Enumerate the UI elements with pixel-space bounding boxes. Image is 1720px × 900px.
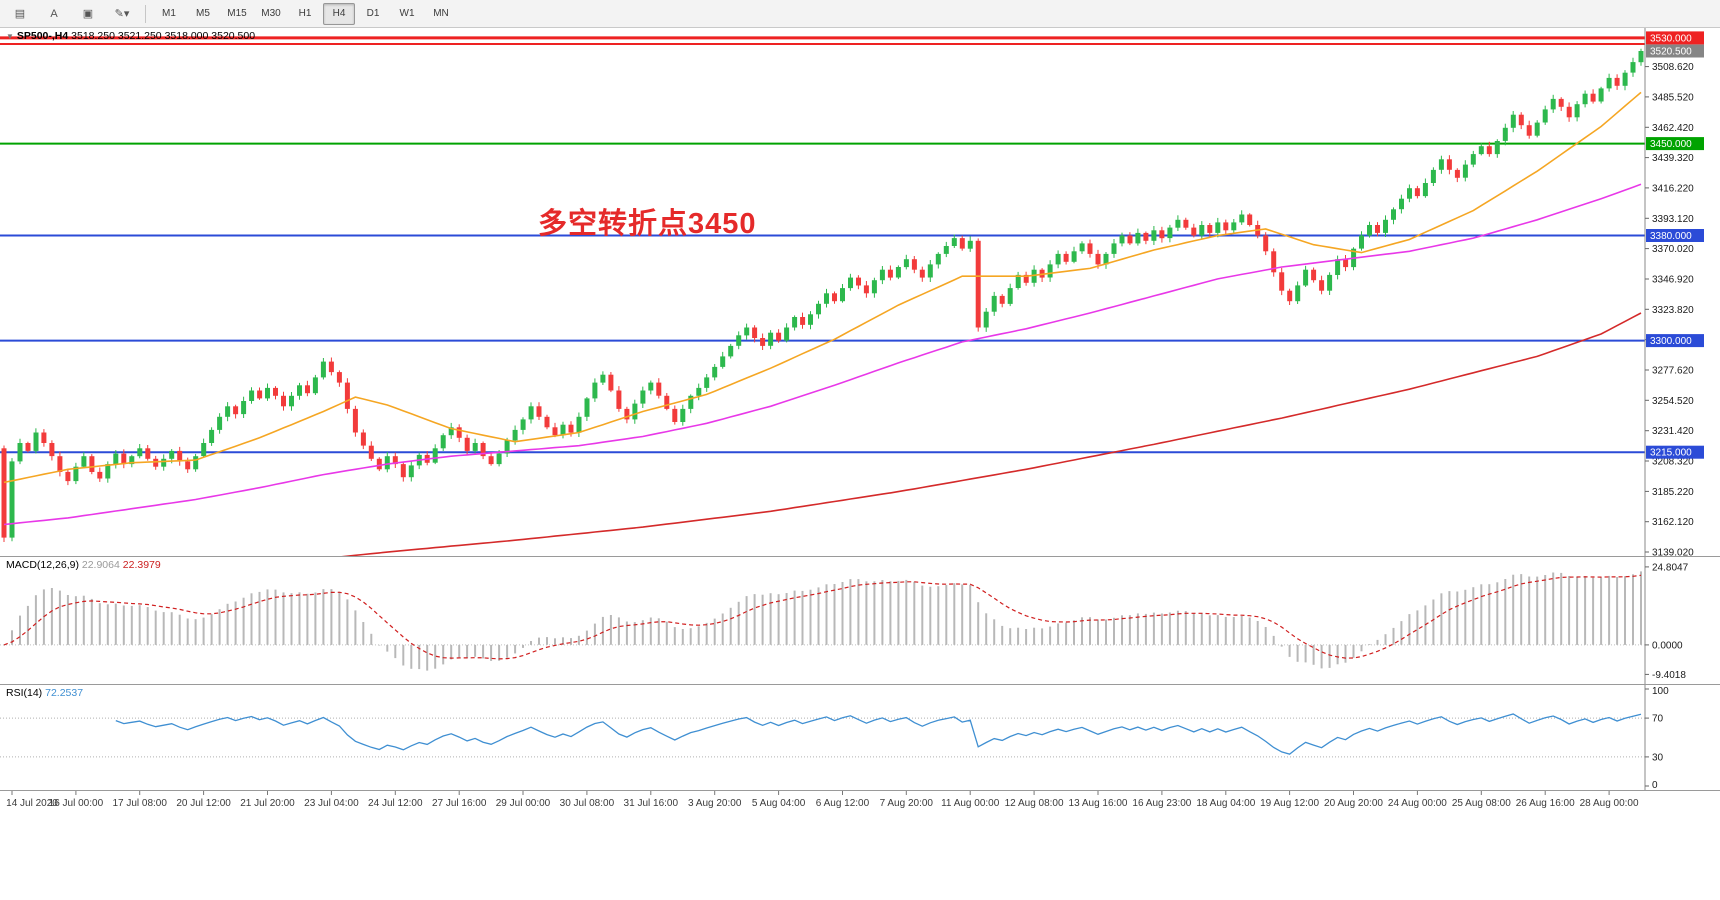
template-button[interactable]: ▣ (72, 3, 104, 25)
timeframe-label: W1 (399, 8, 415, 19)
timeframe-label: H1 (298, 8, 312, 19)
svg-text:100: 100 (1652, 686, 1669, 697)
svg-text:3300.000: 3300.000 (1650, 336, 1692, 347)
svg-text:3485.520: 3485.520 (1652, 92, 1694, 103)
timeframe-label: M30 (261, 8, 281, 19)
svg-text:21 Jul 20:00: 21 Jul 20:00 (240, 798, 295, 809)
svg-text:5 Aug 04:00: 5 Aug 04:00 (752, 798, 806, 809)
time-axis-panel: 14 Jul 2020 16 Jul 00:00 17 Jul 08:00 20 Ju… (0, 790, 1720, 815)
dropdown-caret-icon: ▾ (123, 8, 130, 20)
svg-text:20 Aug 20:00: 20 Aug 20:00 (1324, 798, 1383, 809)
svg-text:3 Aug 20:00: 3 Aug 20:00 (688, 798, 742, 809)
template-icon: ▣ (82, 8, 94, 20)
svg-text:3393.120: 3393.120 (1652, 214, 1694, 225)
text-annotation-icon: A (50, 7, 58, 20)
chart-list-icon: ▤ (14, 8, 26, 20)
pencil-tool-button[interactable]: ✎ ▾ (106, 3, 138, 25)
svg-text:3450.000: 3450.000 (1650, 139, 1692, 150)
svg-text:0.0000: 0.0000 (1652, 640, 1683, 651)
svg-text:24 Aug 00:00: 24 Aug 00:00 (1388, 798, 1447, 809)
svg-text:26 Aug 16:00: 26 Aug 16:00 (1516, 798, 1575, 809)
svg-text:3380.000: 3380.000 (1650, 231, 1692, 242)
svg-text:3208.320: 3208.320 (1652, 457, 1694, 468)
svg-text:3323.820: 3323.820 (1652, 305, 1694, 316)
svg-text:28 Aug 00:00: 28 Aug 00:00 (1580, 798, 1639, 809)
svg-text:3215.000: 3215.000 (1650, 448, 1692, 459)
toolbar: ▤ A ▣ ✎ ▾ M1 M5 M15 M30 H1 H4 D1 W1 MN (0, 0, 1720, 28)
svg-text:7 Aug 20:00: 7 Aug 20:00 (880, 798, 934, 809)
svg-text:25 Aug 08:00: 25 Aug 08:00 (1452, 798, 1511, 809)
svg-text:12 Aug 08:00: 12 Aug 08:00 (1005, 798, 1064, 809)
svg-text:-9.4018: -9.4018 (1652, 670, 1686, 681)
rsi-canvas[interactable]: 100 70 30 0 (0, 685, 1720, 790)
toolbar-separator (145, 4, 146, 23)
svg-text:3231.420: 3231.420 (1652, 426, 1694, 437)
svg-text:18 Aug 04:00: 18 Aug 04:00 (1196, 798, 1255, 809)
timeframe-H4[interactable]: H4 (323, 2, 355, 25)
svg-text:11 Aug 00:00: 11 Aug 00:00 (941, 798, 1000, 809)
svg-text:3346.920: 3346.920 (1652, 275, 1694, 286)
svg-text:6 Aug 12:00: 6 Aug 12:00 (816, 798, 870, 809)
svg-text:16 Aug 23:00: 16 Aug 23:00 (1132, 798, 1191, 809)
svg-text:19 Aug 12:00: 19 Aug 12:00 (1260, 798, 1319, 809)
svg-text:0: 0 (1652, 780, 1658, 790)
svg-text:24.8047: 24.8047 (1652, 562, 1689, 573)
svg-text:13 Aug 16:00: 13 Aug 16:00 (1069, 798, 1128, 809)
svg-text:3185.220: 3185.220 (1652, 487, 1694, 498)
svg-text:3520.500: 3520.500 (1650, 47, 1692, 58)
svg-text:70: 70 (1652, 714, 1664, 725)
pencil-tool-icon: ✎ (114, 8, 124, 20)
main-chart-canvas[interactable]: 3508.620 3485.520 3462.420 3439.320 3416.220… (0, 28, 1720, 556)
timeframe-W1[interactable]: W1 (391, 3, 423, 25)
macd-panel: 24.8047 0.0000 -9.4018 MACD(12,26,9) 22.90… (0, 556, 1720, 684)
timeframe-D1[interactable]: D1 (357, 3, 389, 25)
timeframe-H1[interactable]: H1 (289, 3, 321, 25)
svg-text:3530.000: 3530.000 (1650, 33, 1692, 44)
svg-text:3370.020: 3370.020 (1652, 244, 1694, 255)
timeframe-M1[interactable]: M1 (153, 3, 185, 25)
svg-text:31 Jul 16:00: 31 Jul 16:00 (624, 798, 679, 809)
main-chart-panel: 3508.620 3485.520 3462.420 3439.320 3416.220… (0, 28, 1720, 556)
svg-text:17 Jul 08:00: 17 Jul 08:00 (112, 798, 167, 809)
svg-text:3254.520: 3254.520 (1652, 396, 1694, 407)
timeframe-MN[interactable]: MN (425, 3, 457, 25)
macd-canvas[interactable]: 24.8047 0.0000 -9.4018 (0, 557, 1720, 684)
timeframe-label: H4 (332, 8, 346, 19)
timeframe-label: M1 (162, 8, 176, 19)
timeframe-M15[interactable]: M15 (221, 3, 253, 25)
chart-list-button[interactable]: ▤ (4, 3, 36, 25)
svg-text:27 Jul 16:00: 27 Jul 16:00 (432, 798, 487, 809)
svg-text:3508.620: 3508.620 (1652, 62, 1694, 73)
timeframe-label: MN (433, 8, 449, 19)
svg-text:14 Jul 2020: 14 Jul 2020 (6, 798, 58, 809)
svg-text:30 Jul 08:00: 30 Jul 08:00 (560, 798, 615, 809)
timeframe-label: D1 (366, 8, 380, 19)
timeframe-label: M15 (227, 8, 247, 19)
rsi-panel: 100 70 30 0 RSI(14) 72.2537 (0, 684, 1720, 790)
svg-text:3162.120: 3162.120 (1652, 517, 1694, 528)
svg-text:20 Jul 12:00: 20 Jul 12:00 (176, 798, 231, 809)
timeframe-label: M5 (196, 8, 210, 19)
svg-text:16 Jul 00:00: 16 Jul 00:00 (49, 798, 104, 809)
svg-text:24 Jul 12:00: 24 Jul 12:00 (368, 798, 423, 809)
svg-text:3439.320: 3439.320 (1652, 153, 1694, 164)
timeframe-M30[interactable]: M30 (255, 3, 287, 25)
svg-text:3416.220: 3416.220 (1652, 183, 1694, 194)
svg-text:3277.620: 3277.620 (1652, 366, 1694, 377)
text-annotation-button[interactable]: A (38, 3, 70, 25)
timeframe-M5[interactable]: M5 (187, 3, 219, 25)
svg-text:3462.420: 3462.420 (1652, 123, 1694, 134)
svg-text:30: 30 (1652, 752, 1664, 763)
svg-text:23 Jul 04:00: 23 Jul 04:00 (304, 798, 359, 809)
svg-text:3139.020: 3139.020 (1652, 548, 1694, 557)
svg-text:29 Jul 00:00: 29 Jul 00:00 (496, 798, 551, 809)
